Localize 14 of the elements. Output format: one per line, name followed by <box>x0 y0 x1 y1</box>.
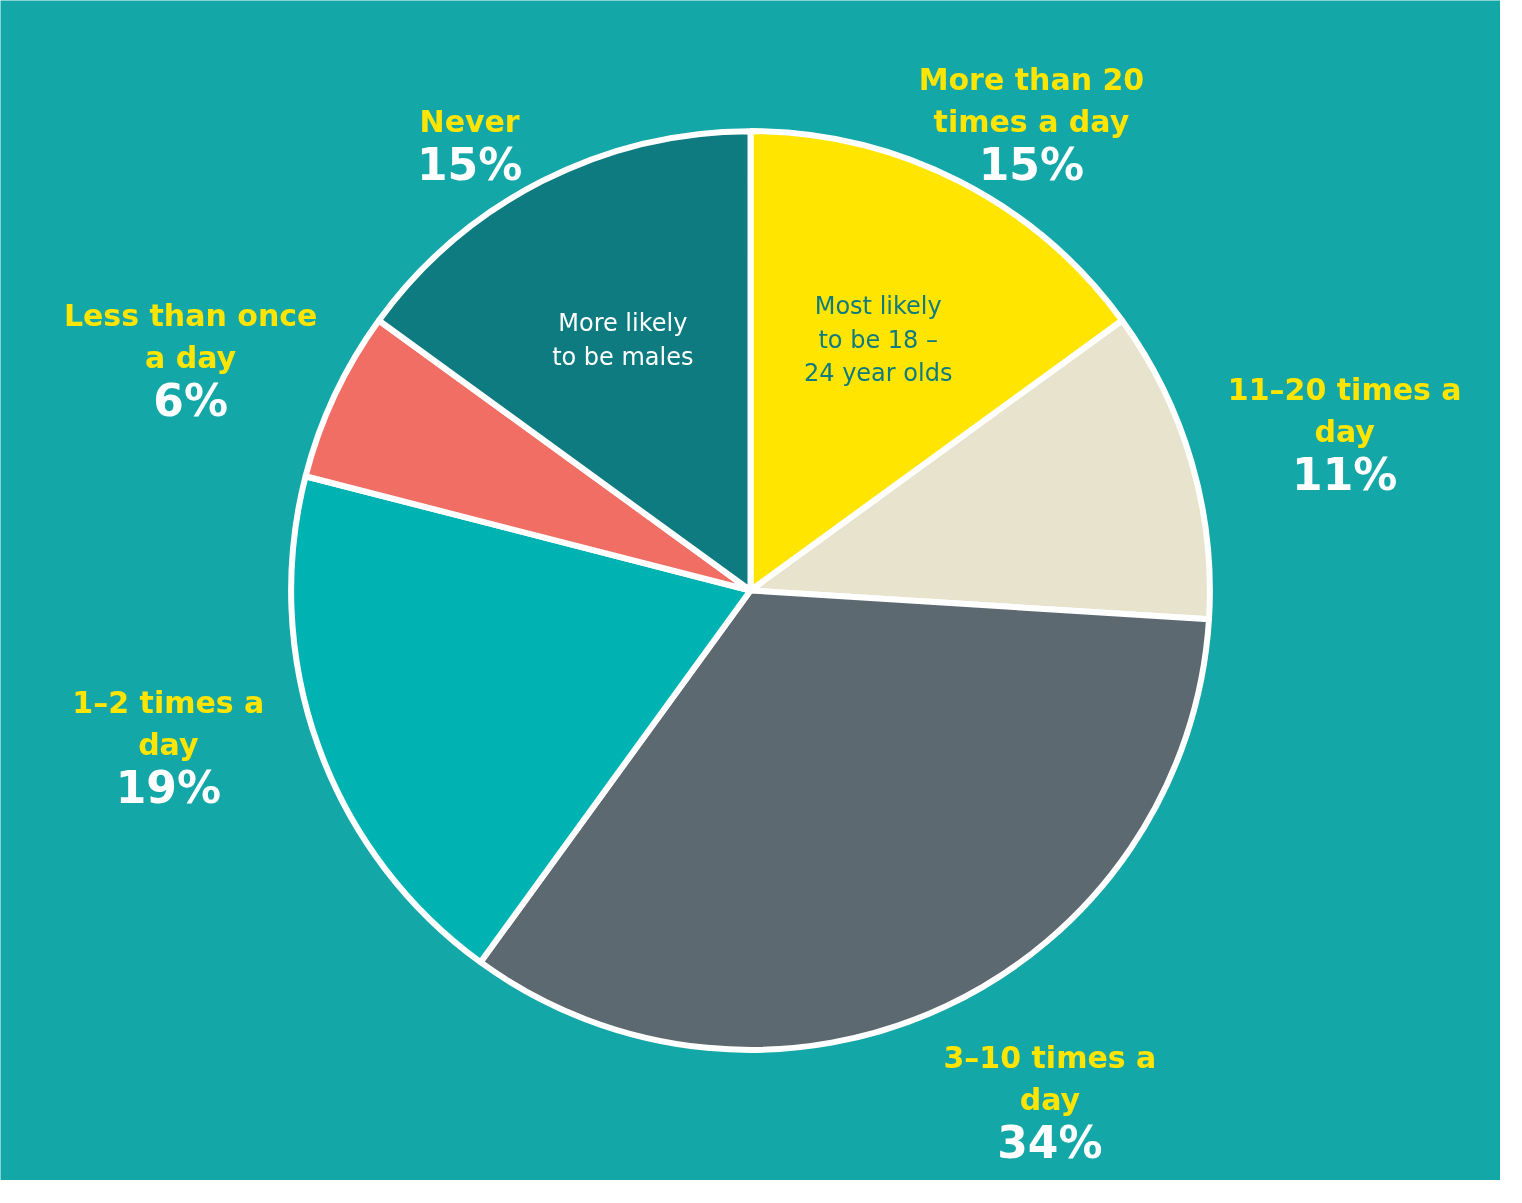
data-label: 15% <box>978 139 1085 191</box>
data-label: 11% <box>1292 449 1398 501</box>
data-label: 15% <box>416 139 523 191</box>
slice-label: 1–2 times a day <box>72 684 265 762</box>
data-label: 19% <box>115 761 221 813</box>
slice-label: Less than once a day <box>63 297 318 375</box>
slice-label: 3–10 times a day <box>943 1040 1157 1118</box>
text: More likely to be males <box>552 309 694 371</box>
data-label: 6% <box>153 374 228 426</box>
slice-label: More than 20 times a day <box>918 62 1145 140</box>
data-label: 34% <box>997 1116 1103 1168</box>
slice-label: 11–20 times a day <box>1227 372 1462 450</box>
text: Most likely to be 18 – 24 year olds <box>803 292 953 388</box>
slice-label: Never <box>419 104 520 140</box>
